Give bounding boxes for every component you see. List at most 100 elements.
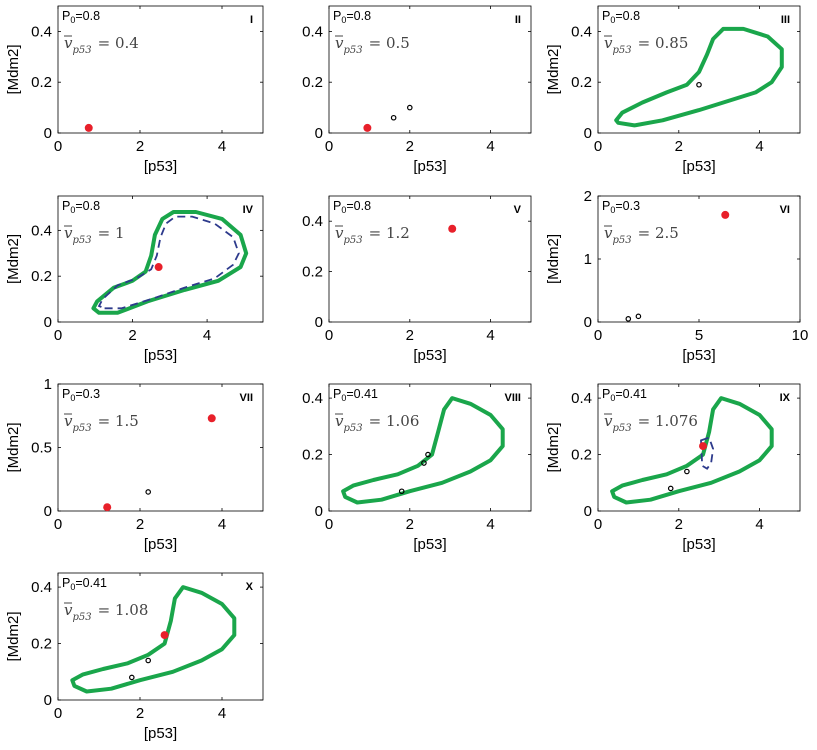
unstable-steady-state	[696, 81, 702, 88]
y-tick-label: 0.2	[31, 74, 52, 91]
x-axis-label: [p53]	[413, 347, 446, 364]
x-tick-label: 4	[203, 327, 211, 344]
x-tick-label: 0	[54, 705, 62, 722]
y-tick-label: 2	[584, 188, 592, 205]
y-tick-label: 0.2	[31, 268, 52, 285]
panel-vii: 0 2 4 0 0.5 1 [p53] [Mdm2] P0=0.3 vp53 = 1.5 VII	[5, 376, 264, 553]
p0-value: 0.8	[83, 199, 100, 213]
y-axis-label: [Mdm2]	[545, 422, 562, 472]
stable-limit-cycle	[70, 585, 237, 694]
stable-steady-state	[699, 442, 708, 451]
panel-label: VI	[780, 204, 790, 216]
y-axis-label: [Mdm2]	[5, 422, 22, 472]
panel-label: X	[246, 581, 254, 593]
p0-annotation: P0=0.3	[602, 199, 640, 215]
x-axis-label: [p53]	[682, 536, 715, 553]
x-tick-label: 0	[54, 138, 62, 155]
p0-annotation: P0=0.8	[62, 199, 100, 215]
x-tick-label: 10	[792, 327, 809, 344]
x-tick-label: 0	[54, 327, 62, 344]
y-tick-label: 1	[44, 376, 52, 393]
panel-label: V	[514, 204, 522, 216]
x-tick-label: 2	[136, 138, 144, 155]
vbar-annotation: vp53 = 0.85	[604, 34, 688, 56]
y-tick-label: 0	[44, 503, 52, 520]
unstable-steady-state	[684, 468, 690, 475]
vbar-value: 1.076	[655, 412, 698, 430]
y-tick-label: 0.4	[302, 213, 323, 230]
x-tick-label: 2	[136, 516, 144, 533]
vbar-value: 1	[115, 224, 125, 242]
p0-value: 0.41	[83, 576, 107, 590]
y-tick-label: 0.4	[31, 579, 52, 596]
panel-label: VII	[240, 392, 253, 404]
y-axis-label: [Mdm2]	[5, 234, 22, 284]
y-tick-label: 0.4	[302, 23, 323, 40]
unstable-steady-state	[425, 451, 431, 458]
unstable-steady-state	[145, 657, 152, 664]
stable-limit-cycle	[610, 396, 774, 505]
stable-steady-state	[84, 123, 93, 132]
p0-value: 0.8	[623, 9, 640, 23]
x-tick-label: 2	[406, 516, 414, 533]
y-tick-label: 0.2	[571, 447, 592, 464]
y-tick-label: 0.2	[302, 74, 323, 91]
x-tick-label: 4	[218, 138, 226, 155]
vbar-value: 0.5	[386, 34, 410, 52]
plot-frame	[57, 572, 264, 701]
stable-steady-state	[154, 263, 163, 272]
p0-value: 0.41	[354, 387, 378, 401]
panel-vi: 0 5 10 0 1 2 [p53] [Mdm2] P0=0.3 vp53 = 2.5 VI	[545, 188, 808, 364]
y-tick-label: 0	[584, 125, 592, 142]
y-tick-label: 0.2	[302, 447, 323, 464]
x-tick-label: 2	[406, 327, 414, 344]
vbar-annotation: vp53 = 1.076	[604, 412, 698, 434]
x-axis-label: [p53]	[144, 536, 177, 553]
plot-frame	[328, 5, 532, 134]
unstable-steady-state	[635, 313, 642, 320]
unstable-steady-state	[390, 114, 397, 121]
p0-annotation: P0=0.8	[333, 199, 371, 215]
stable-steady-state	[721, 210, 730, 219]
y-tick-label: 0	[584, 503, 592, 520]
stable-steady-state	[103, 503, 112, 512]
y-tick-label: 0.2	[31, 636, 52, 653]
vbar-annotation: vp53 = 1.5	[64, 412, 139, 434]
y-tick-label: 0.4	[571, 23, 592, 40]
p0-annotation: P0=0.41	[602, 387, 647, 403]
panel-ii: 0 2 4 0 0.2 0.4 [p53] P0=0.8 vp53 = 0.5 II	[302, 5, 532, 175]
x-axis-label: [p53]	[144, 725, 177, 742]
x-tick-label: 0	[594, 138, 602, 155]
x-tick-label: 2	[128, 327, 136, 344]
y-tick-label: 1	[584, 251, 592, 268]
panel-label: VIII	[504, 392, 521, 404]
y-tick-label: 0	[315, 503, 323, 520]
p0-annotation: P0=0.8	[333, 9, 371, 25]
panel-label: I	[250, 14, 253, 26]
panel-label: III	[781, 14, 790, 26]
vbar-annotation: vp53 = 1	[64, 224, 125, 246]
plot-frame	[328, 195, 532, 323]
unstable-steady-state	[398, 488, 405, 495]
y-tick-label: 0	[315, 314, 323, 331]
stable-steady-state	[207, 414, 216, 423]
vbar-value: 1.06	[386, 412, 419, 430]
y-axis-label: [Mdm2]	[5, 611, 22, 661]
unstable-steady-state	[145, 489, 152, 495]
p0-value: 0.41	[623, 387, 647, 401]
y-tick-label: 0.4	[302, 390, 323, 407]
stable-steady-state	[160, 631, 169, 640]
y-tick-label: 0.2	[302, 264, 323, 281]
vbar-annotation: vp53 = 0.4	[64, 34, 139, 56]
x-tick-label: 0	[325, 138, 333, 155]
y-tick-label: 0	[44, 125, 52, 142]
x-tick-label: 2	[675, 516, 683, 533]
x-axis-label: [p53]	[144, 158, 177, 175]
plot-frame	[328, 383, 532, 512]
y-tick-label: 0.5	[31, 440, 52, 457]
p0-annotation: P0=0.8	[602, 9, 640, 25]
panel-iv: 0 2 4 0 0.2 0.4 [p53] [Mdm2] P0=0.8 vp53 = 1 IV	[5, 195, 264, 364]
unstable-limit-cycle	[97, 215, 240, 310]
x-tick-label: 4	[486, 138, 494, 155]
